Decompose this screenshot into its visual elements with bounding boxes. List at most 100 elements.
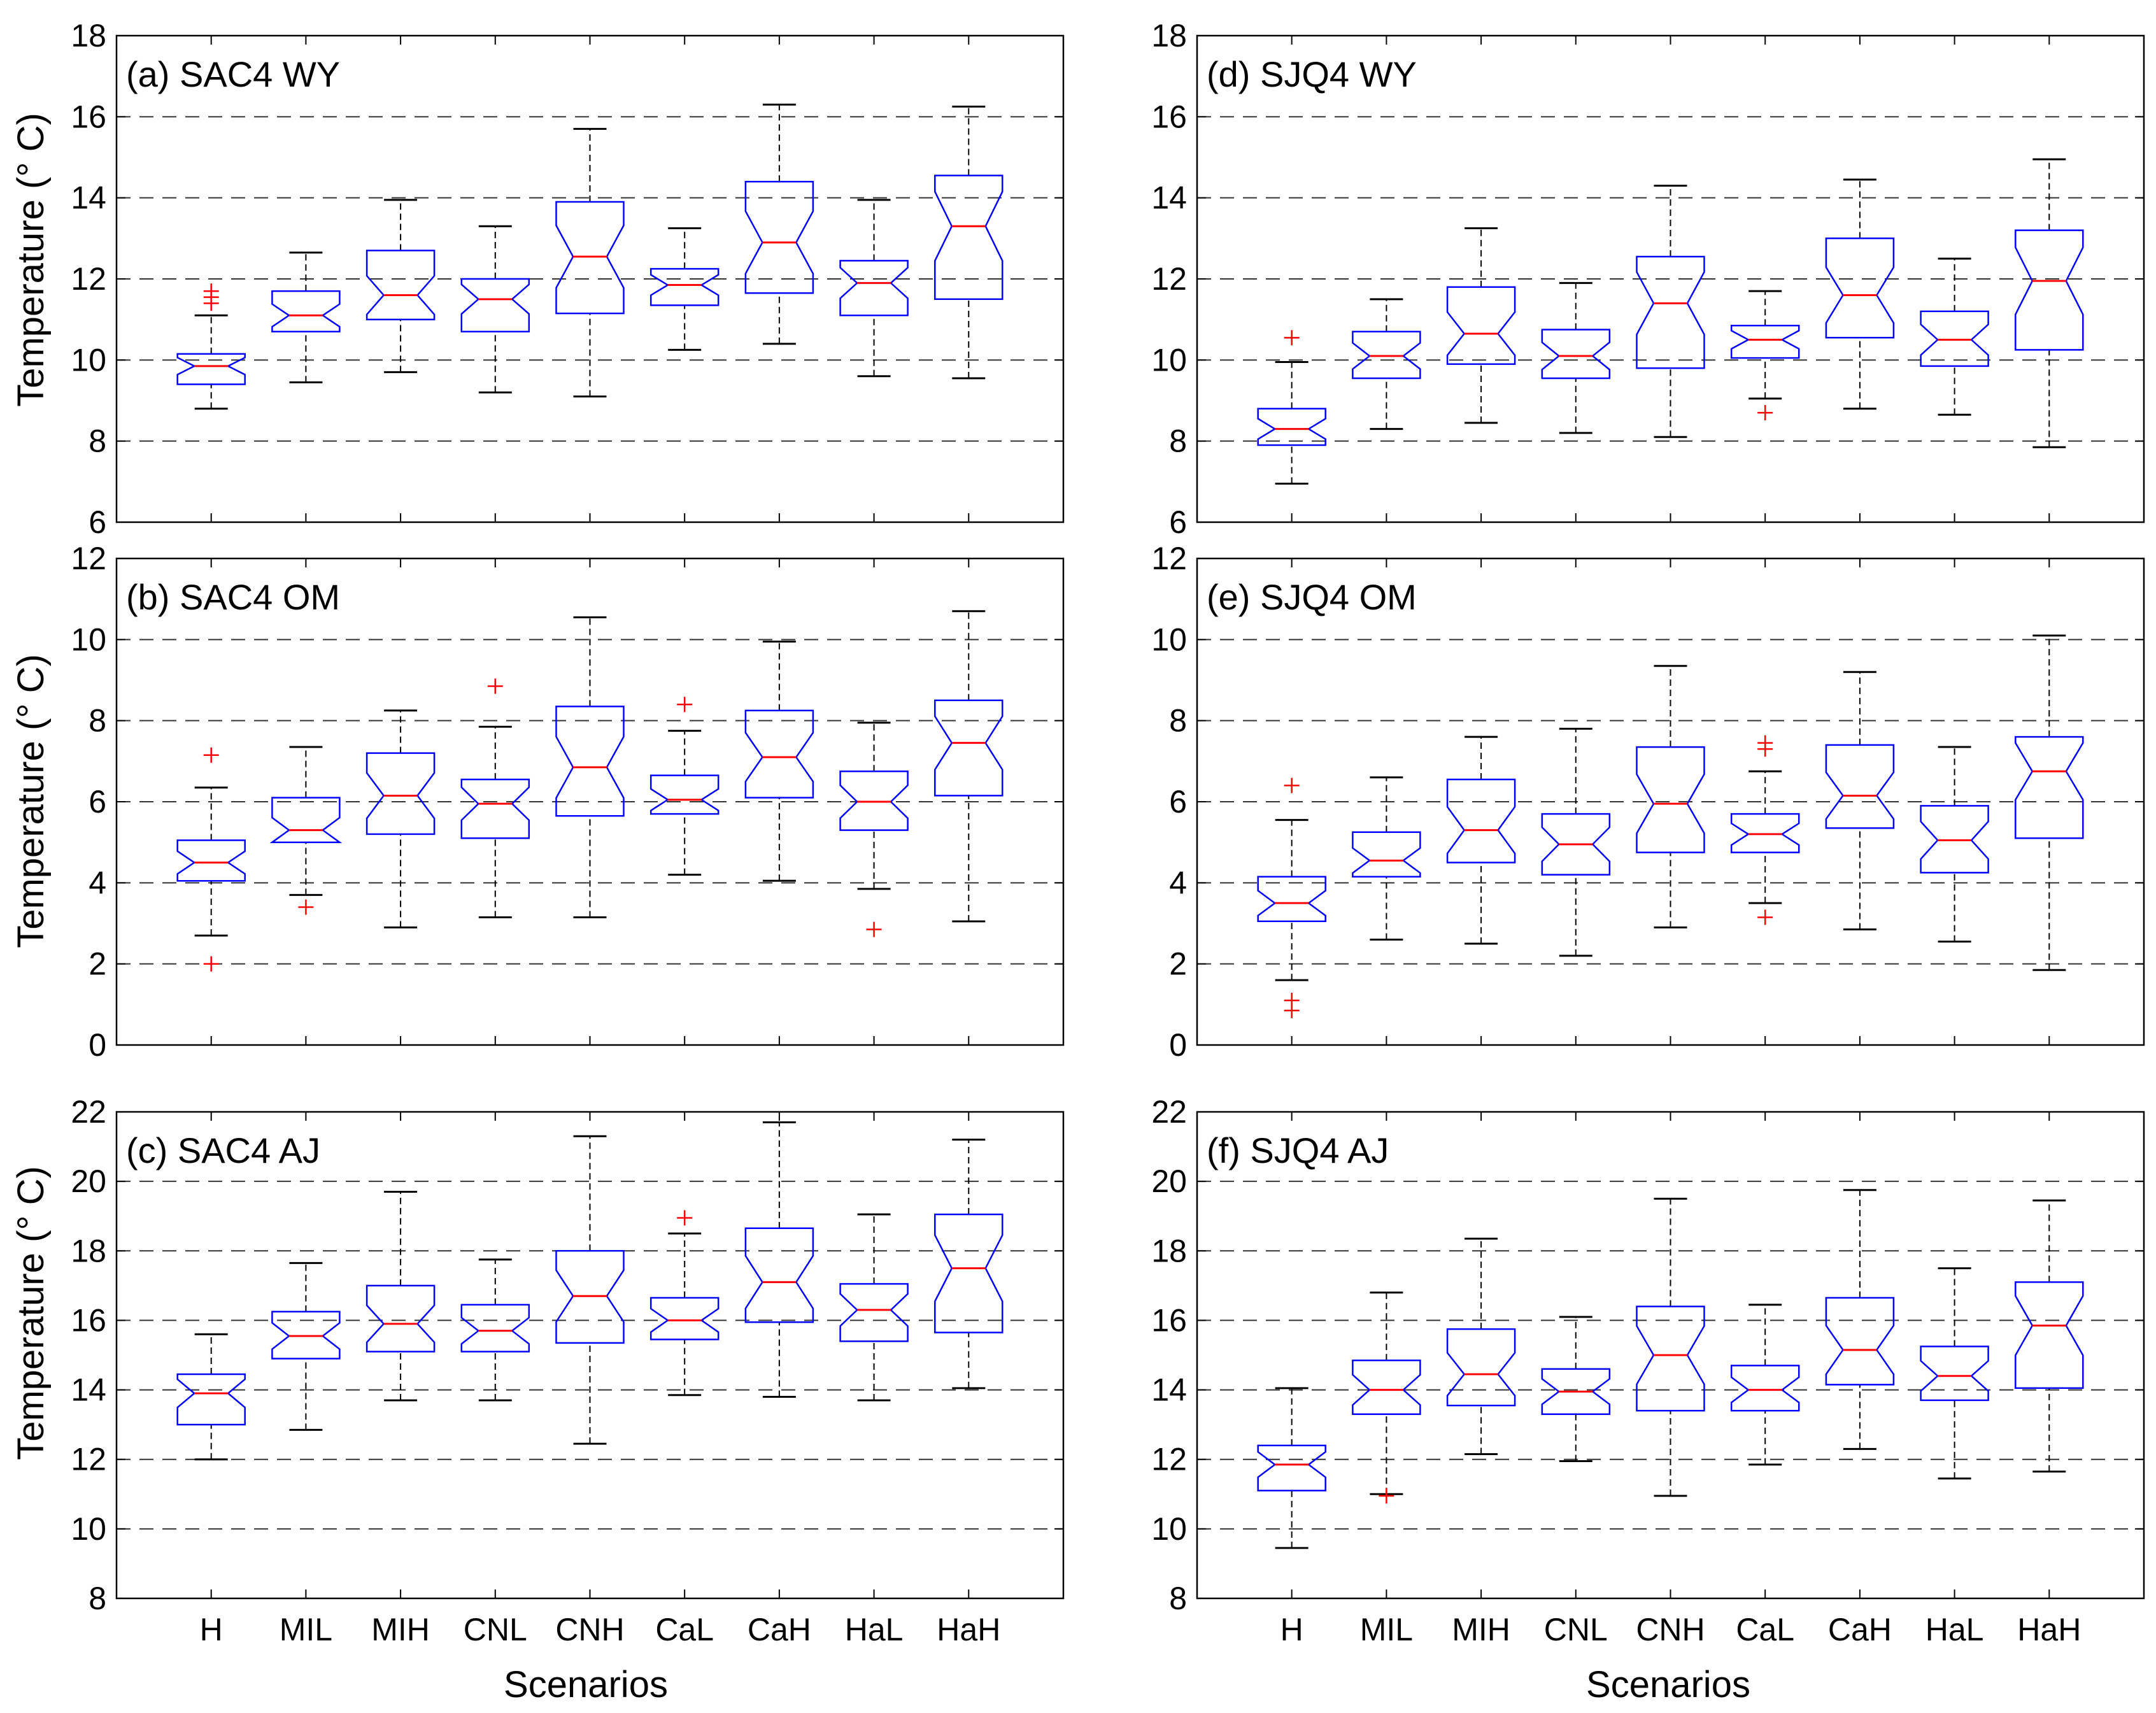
- notched-box: [460, 278, 530, 333]
- x-tick-label: CaH: [748, 1612, 811, 1647]
- notched-box: [1541, 329, 1611, 380]
- notched-box: [555, 201, 625, 315]
- notched-box: [176, 1373, 246, 1426]
- notched-box: [934, 174, 1004, 301]
- y-tick-label: 10: [71, 342, 106, 378]
- x-tick-label: CNH: [1636, 1612, 1705, 1647]
- x-tick-label: HaH: [937, 1612, 1000, 1647]
- y-tick-label: 8: [1169, 703, 1187, 739]
- box-CNH: [555, 616, 625, 918]
- y-tick-label: 12: [1151, 541, 1187, 576]
- y-tick-label: 2: [1169, 946, 1187, 982]
- notched-box: [934, 1213, 1004, 1333]
- notched-box: [1446, 1328, 1516, 1407]
- outlier-marker: [1757, 405, 1773, 421]
- x-tick-label: CaL: [655, 1612, 714, 1647]
- notched-box: [1636, 255, 1705, 369]
- x-tick-label: MIH: [371, 1612, 430, 1647]
- notched-box: [744, 180, 814, 294]
- box-HaL: [839, 199, 909, 378]
- box-CaL: [1730, 735, 1800, 925]
- notched-box: [1257, 876, 1326, 923]
- outlier-marker: [1284, 778, 1300, 793]
- notched-box: [839, 771, 909, 831]
- panel-b-sac4-om: 0 2 4 6 8 10 12 (b) SAC4 OM: [71, 541, 1065, 1063]
- y-tick-label: 0: [1169, 1027, 1187, 1063]
- notched-box: [839, 1283, 909, 1342]
- box-CaL: [1730, 1304, 1800, 1466]
- box-CNL: [1541, 727, 1611, 957]
- panel-title: (f) SJQ4 AJ: [1207, 1130, 1389, 1170]
- plot-frame: [115, 557, 1065, 1046]
- box-HaL: [1920, 746, 1989, 943]
- plot-frame: [1196, 1111, 2145, 1600]
- box-MIH: [1446, 736, 1516, 945]
- x-axis-label-right: Scenarios: [1586, 1664, 1750, 1705]
- y-tick-label: 18: [1151, 18, 1187, 53]
- y-tick-label: 10: [1151, 342, 1187, 378]
- outlier-marker: [1757, 735, 1773, 751]
- notched-box: [744, 1227, 814, 1323]
- y-axis-label-top-left: Temperature (° C): [10, 113, 52, 407]
- box-HaH: [2015, 1199, 2084, 1473]
- notched-box: [1352, 1359, 1421, 1416]
- outlier-marker: [203, 747, 219, 763]
- notched-box: [365, 752, 436, 835]
- box-MIL: [271, 252, 341, 383]
- y-tick-label: 6: [1169, 784, 1187, 820]
- notched-box: [744, 709, 814, 799]
- box-HaH: [934, 105, 1004, 380]
- notched-box: [365, 1284, 436, 1353]
- y-tick-label: 2: [89, 946, 106, 982]
- box-MIL: [269, 746, 343, 915]
- y-tick-label: 16: [1151, 1302, 1187, 1338]
- box-CaL: [649, 227, 720, 351]
- box-MIL: [1352, 776, 1421, 941]
- box-CNL: [460, 678, 530, 918]
- panel-title: (a) SAC4 WY: [126, 54, 340, 94]
- x-tick-label: H: [1280, 1612, 1303, 1647]
- box-CNL: [460, 225, 530, 394]
- notched-box: [2015, 736, 2084, 839]
- notched-box: [649, 1297, 720, 1340]
- notched-box: [649, 267, 720, 306]
- outlier-marker: [866, 921, 882, 937]
- box-CaL: [1730, 290, 1800, 421]
- x-tick-label: MIL: [280, 1612, 332, 1647]
- notched-box: [1636, 1305, 1705, 1412]
- box-CNL: [460, 1258, 530, 1402]
- box-CaH: [1825, 671, 1895, 931]
- notched-box: [1730, 1365, 1800, 1412]
- outlier-marker: [1757, 909, 1773, 925]
- notched-box: [1920, 805, 1989, 874]
- outlier-marker: [487, 678, 503, 694]
- notched-box: [1446, 286, 1516, 365]
- y-tick-label: 6: [1169, 504, 1187, 540]
- x-tick-label: CaH: [1828, 1612, 1892, 1647]
- y-tick-label: 22: [71, 1094, 106, 1130]
- box-HaL: [839, 1213, 909, 1402]
- y-tick-label: 4: [1169, 865, 1187, 900]
- box-CNH: [1636, 1197, 1705, 1497]
- x-tick-label: CNH: [555, 1612, 624, 1647]
- outlier-marker: [203, 956, 219, 972]
- box-HaL: [1920, 1267, 1989, 1480]
- box-CaL: [649, 697, 720, 876]
- y-tick-label: 0: [89, 1027, 106, 1063]
- box-H: [176, 1333, 246, 1461]
- notched-box: [269, 797, 343, 843]
- notched-box: [1920, 310, 1989, 367]
- y-tick-label: 14: [71, 1372, 106, 1408]
- notched-box: [1730, 324, 1800, 359]
- notched-box: [1257, 1444, 1326, 1492]
- notched-box: [1257, 408, 1326, 446]
- box-CNH: [555, 1135, 625, 1445]
- y-tick-label: 6: [89, 784, 106, 820]
- y-tick-label: 8: [1169, 1581, 1187, 1616]
- y-tick-label: 16: [71, 99, 106, 134]
- box-H: [1257, 330, 1326, 485]
- y-tick-label: 12: [71, 1442, 106, 1477]
- outlier-marker: [1284, 992, 1300, 1008]
- notched-box: [1825, 1297, 1895, 1386]
- x-tick-label: MIH: [1452, 1612, 1510, 1647]
